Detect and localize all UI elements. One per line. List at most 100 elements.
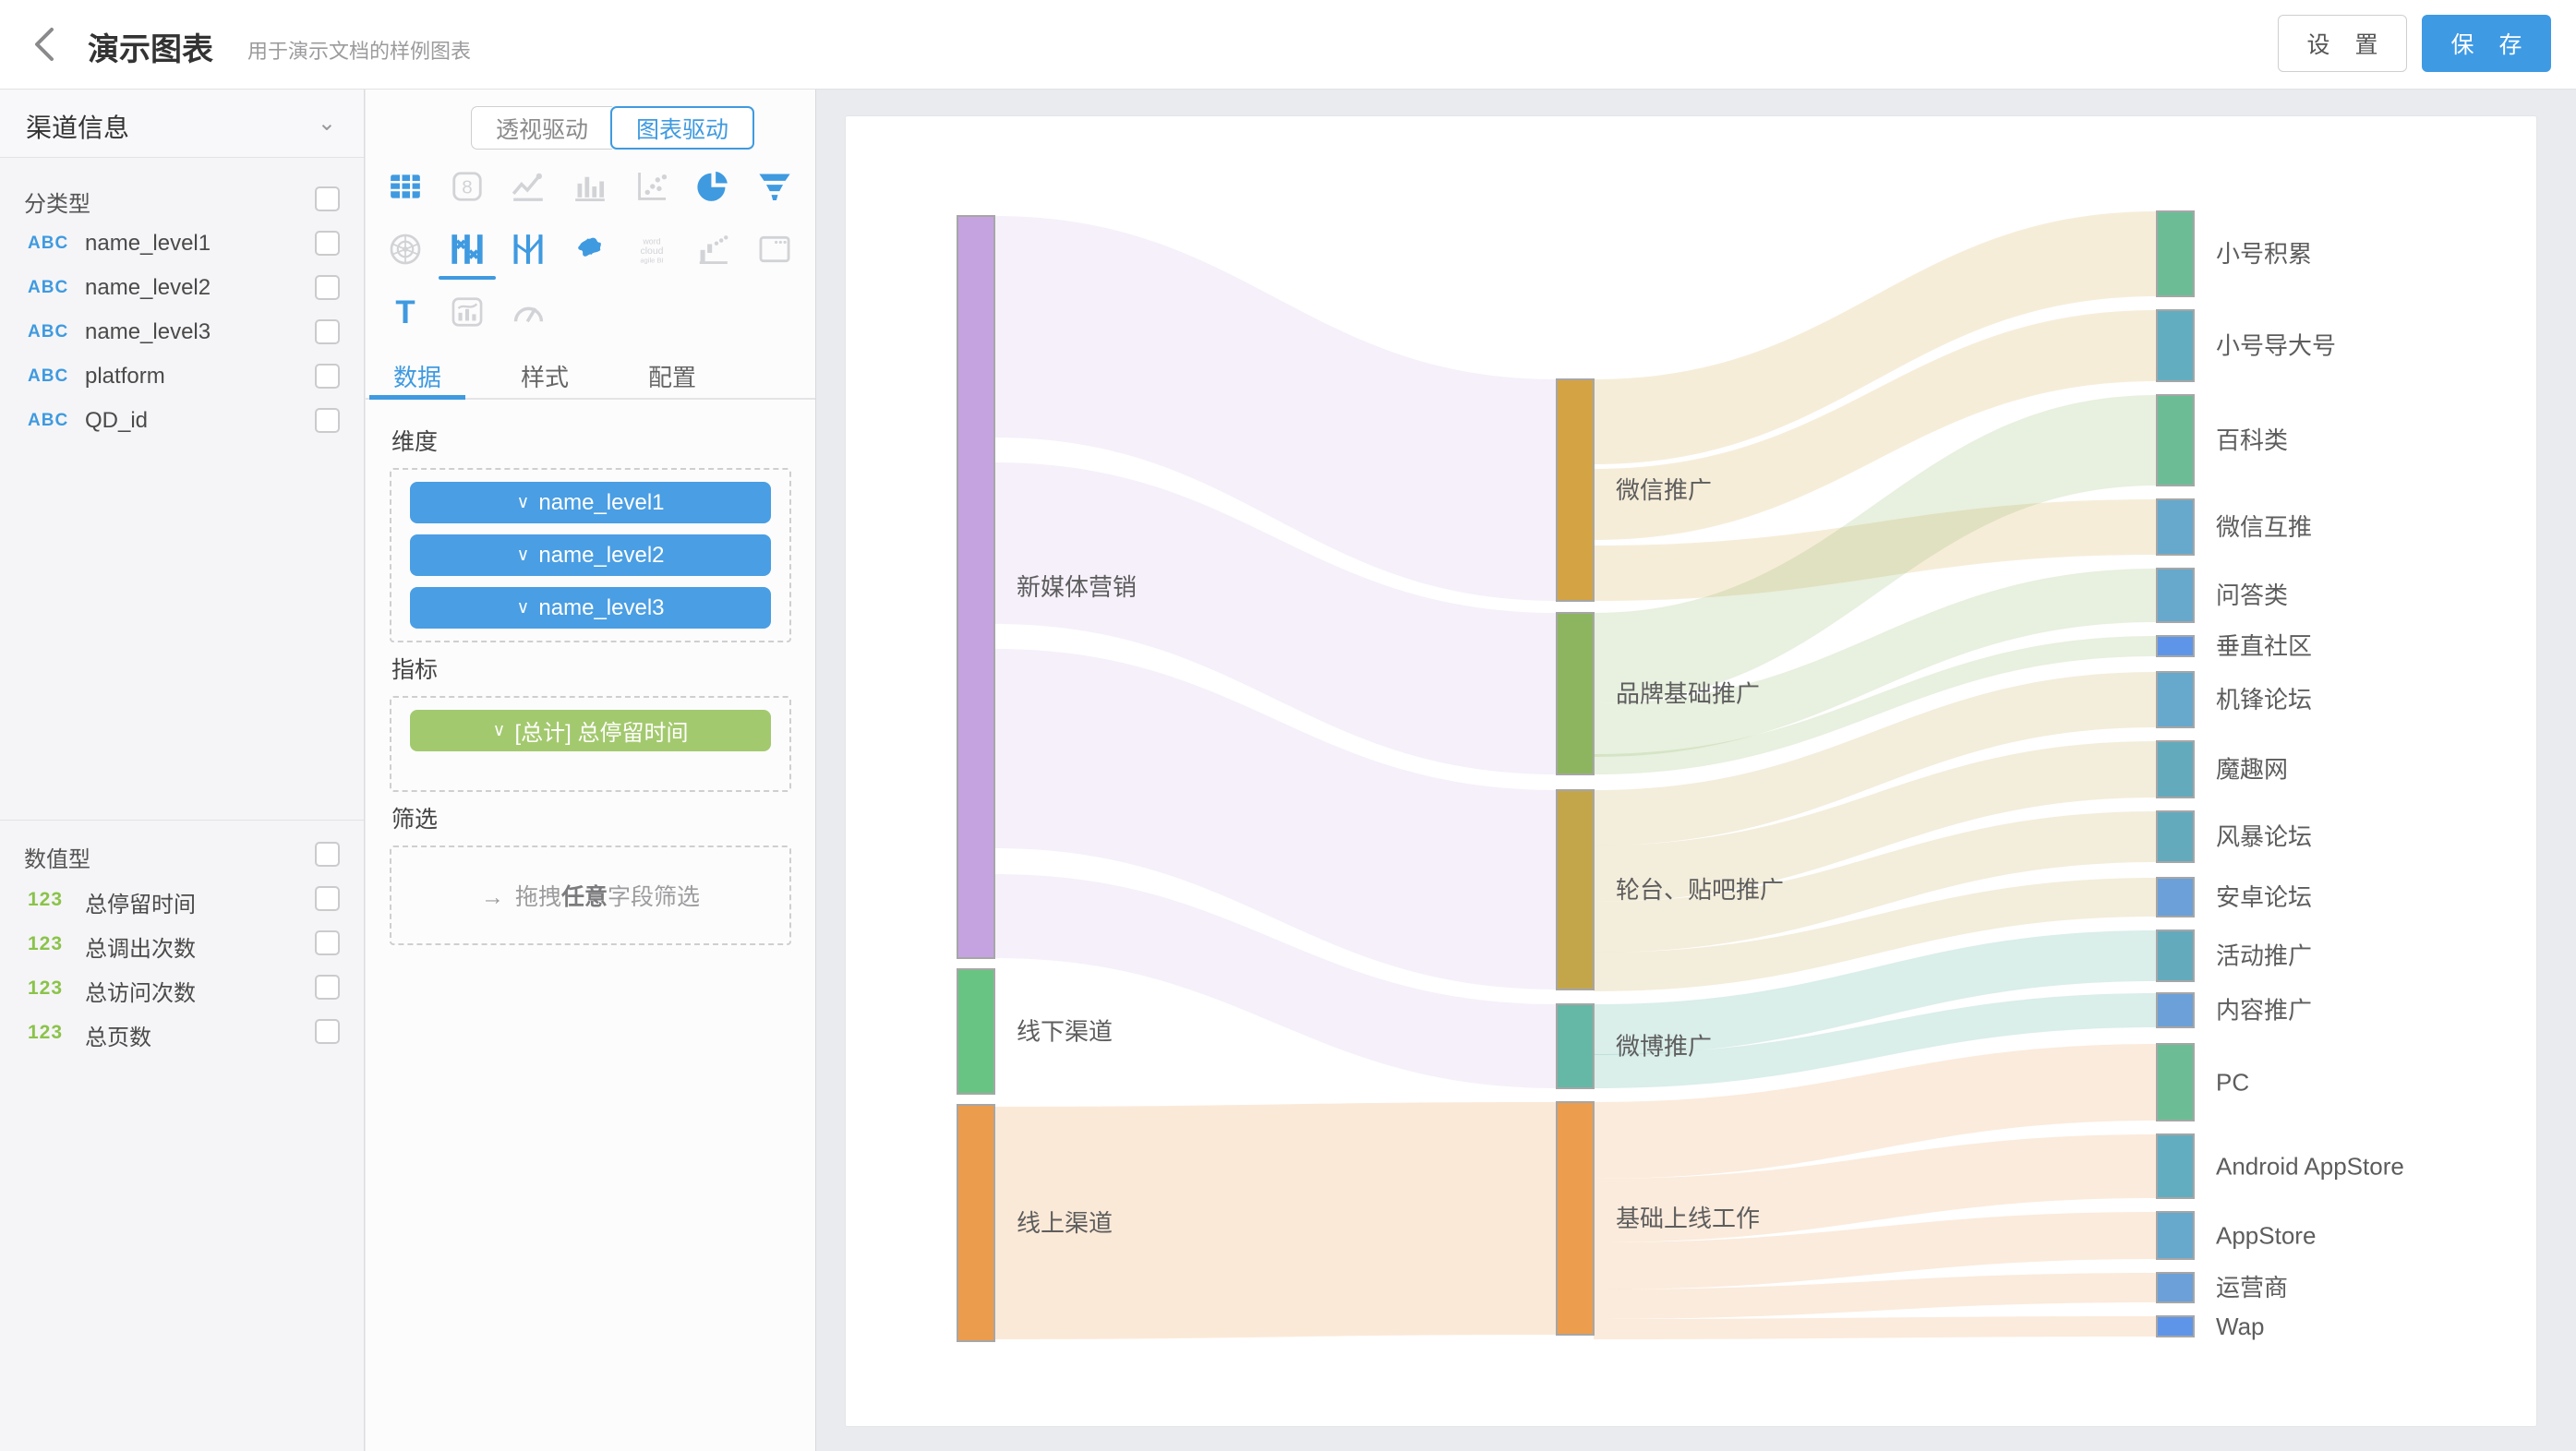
sankey-node[interactable] (2156, 635, 2195, 657)
settings-button[interactable]: 设 置 (2278, 15, 2407, 72)
sankey-node[interactable] (957, 1104, 995, 1342)
waterfall-chart-icon[interactable] (692, 228, 734, 270)
sankey-node[interactable] (2156, 1315, 2195, 1337)
sankey-link[interactable] (994, 216, 1557, 601)
sankey-node[interactable] (2156, 1211, 2195, 1260)
line-chart-icon[interactable] (507, 165, 549, 208)
sankey-node[interactable] (2156, 309, 2195, 382)
metric-pill[interactable]: ∨ [总计] 总停留时间 (410, 710, 771, 751)
sankey-link[interactable] (1594, 636, 2157, 774)
field-checkbox[interactable] (315, 275, 340, 300)
filter-drop-zone[interactable]: → 拖拽任意字段筛选 (390, 845, 791, 945)
sankey-node[interactable] (1556, 612, 1595, 775)
sankey-link[interactable] (1594, 569, 2157, 757)
sankey-node[interactable] (2156, 1272, 2195, 1303)
parallel-chart-icon[interactable] (507, 228, 549, 270)
dimension-drop-zone[interactable]: ∨ name_level1 ∨ name_level2 ∨ name_level3 (390, 468, 791, 642)
sankey-link[interactable] (994, 1102, 1557, 1339)
sankey-link[interactable] (1594, 499, 2157, 601)
sankey-node[interactable] (2156, 568, 2195, 623)
pie-chart-icon[interactable] (692, 165, 734, 208)
field-row[interactable]: 123 总停留时间 (0, 878, 364, 922)
sankey-link[interactable] (1594, 1212, 2157, 1289)
sankey-node[interactable] (2156, 1133, 2195, 1199)
field-row[interactable]: ABC name_level1 (0, 222, 364, 267)
tab-data[interactable]: 数据 (368, 355, 466, 400)
sankey-link[interactable] (1594, 811, 2157, 953)
sankey-link[interactable] (1594, 672, 2157, 845)
sankey-chart-icon[interactable] (438, 228, 496, 280)
sankey-link[interactable] (1594, 1044, 2157, 1179)
sankey-link[interactable] (1594, 310, 2157, 540)
sankey-link[interactable] (1594, 741, 2157, 902)
sankey-node[interactable] (2156, 992, 2195, 1028)
sankey-node[interactable] (2156, 394, 2195, 486)
field-checkbox[interactable] (315, 408, 340, 433)
field-checkbox[interactable] (315, 930, 340, 955)
sankey-link[interactable] (994, 874, 1557, 1088)
sankey-node[interactable] (2156, 210, 2195, 297)
sankey-link[interactable] (1594, 211, 2157, 464)
dimension-pill[interactable]: ∨ name_level1 (410, 482, 771, 523)
sankey-link[interactable] (1594, 395, 2157, 703)
section-checkbox[interactable] (315, 186, 340, 211)
field-row[interactable]: 123 总页数 (0, 1011, 364, 1055)
scatter-chart-icon[interactable] (631, 165, 673, 208)
sankey-node[interactable] (2156, 929, 2195, 982)
save-button[interactable]: 保 存 (2422, 15, 2551, 72)
sankey-link[interactable] (1594, 1134, 2157, 1242)
sankey-link[interactable] (1594, 930, 2157, 1055)
sankey-link[interactable] (1594, 878, 2157, 991)
sankey-link[interactable] (1594, 1273, 2157, 1319)
sankey-node[interactable] (957, 968, 995, 1095)
sankey-node[interactable] (2156, 740, 2195, 798)
pivot-mode-button[interactable]: 透视驱动 (471, 106, 613, 150)
field-checkbox[interactable] (315, 1019, 340, 1044)
field-checkbox[interactable] (315, 886, 340, 911)
field-row[interactable]: ABC name_level2 (0, 267, 364, 311)
field-checkbox[interactable] (315, 975, 340, 1000)
field-row[interactable]: 123 总访问次数 (0, 966, 364, 1011)
bar-chart-icon[interactable] (569, 165, 611, 208)
kpi-card-icon[interactable]: 8 (446, 165, 488, 208)
sankey-node[interactable] (2156, 498, 2195, 556)
field-checkbox[interactable] (315, 231, 340, 256)
sankey-node[interactable] (2156, 671, 2195, 728)
sankey-node[interactable] (2156, 1043, 2195, 1121)
radar-chart-icon[interactable] (384, 228, 427, 270)
sankey-link[interactable] (1594, 1316, 2157, 1339)
metric-drop-zone[interactable]: ∨ [总计] 总停留时间 (390, 696, 791, 792)
sankey-link[interactable] (1594, 993, 2157, 1088)
sankey-node[interactable] (2156, 877, 2195, 917)
field-row[interactable]: 123 总调出次数 (0, 922, 364, 966)
back-button[interactable] (26, 24, 66, 65)
tab-config[interactable]: 配置 (648, 364, 697, 391)
sankey-node[interactable] (957, 215, 995, 959)
sankey-node[interactable] (1556, 789, 1595, 990)
sankey-node[interactable] (1556, 1003, 1595, 1089)
field-checkbox[interactable] (315, 319, 340, 344)
sankey-node[interactable] (2156, 810, 2195, 863)
field-row[interactable]: ABC name_level3 (0, 311, 364, 355)
section-checkbox[interactable] (315, 842, 340, 867)
field-checkbox[interactable] (315, 364, 340, 389)
dimension-pill[interactable]: ∨ name_level2 (410, 534, 771, 576)
tab-style[interactable]: 样式 (521, 364, 570, 391)
chart-mode-button[interactable]: 图表驱动 (610, 106, 755, 150)
china-map-icon[interactable] (569, 228, 611, 270)
sankey-node[interactable] (1556, 378, 1595, 602)
table-chart-icon[interactable] (384, 165, 427, 208)
text-widget-icon[interactable]: T (384, 291, 427, 333)
word-cloud-icon[interactable]: word cloud agile BI (631, 228, 673, 270)
web-widget-icon[interactable] (753, 228, 796, 270)
field-row[interactable]: ABC QD_id (0, 400, 364, 444)
sankey-link[interactable] (994, 649, 1557, 989)
dataset-header[interactable]: 渠道信息 ⌄ (0, 90, 364, 158)
combo-chart-icon[interactable] (446, 291, 488, 333)
gauge-chart-icon[interactable] (507, 291, 549, 333)
funnel-chart-icon[interactable] (753, 165, 796, 208)
dimension-pill[interactable]: ∨ name_level3 (410, 587, 771, 629)
field-row[interactable]: ABC platform (0, 355, 364, 400)
sankey-link[interactable] (994, 462, 1557, 774)
